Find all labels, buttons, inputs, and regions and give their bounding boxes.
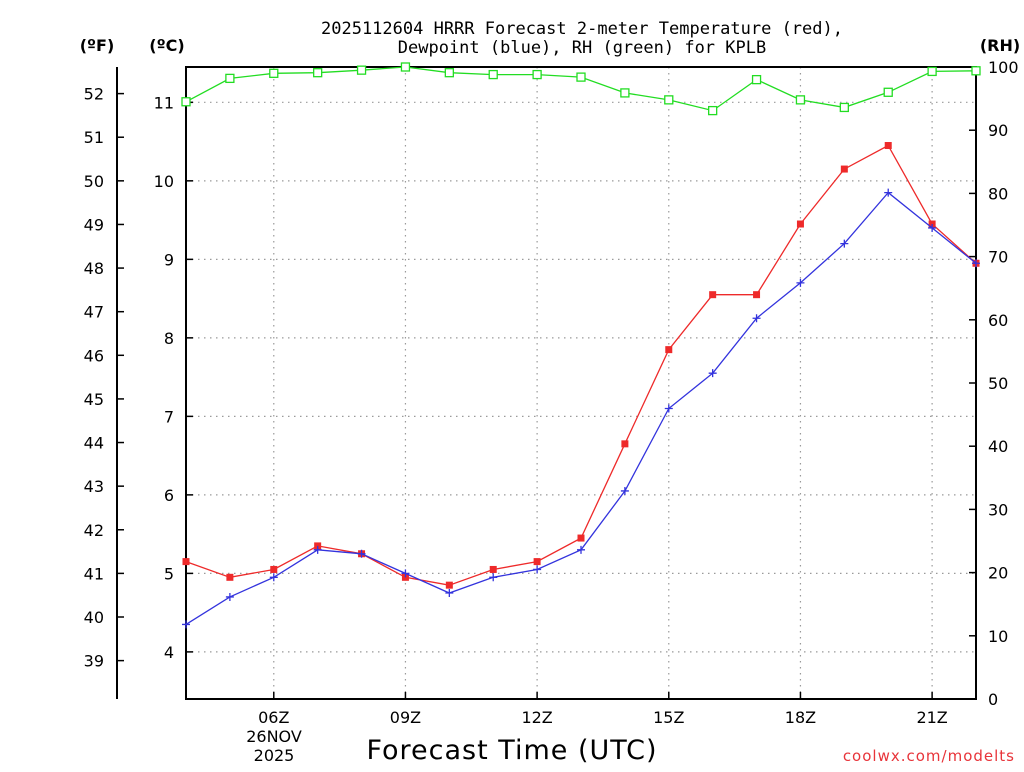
dewpoint-point — [533, 565, 541, 573]
rh-point — [972, 67, 980, 75]
rh-point — [884, 88, 892, 96]
title-line-1: 2025112604 HRRR Forecast 2-meter Tempera… — [321, 19, 843, 39]
rh-tick-label: 100 — [988, 58, 1019, 77]
rh-point — [358, 66, 366, 74]
dewpoint-point — [270, 573, 278, 581]
fahrenheit-tick-label: 40 — [84, 608, 104, 627]
rh-point — [445, 69, 453, 77]
fahrenheit-tick-label: 42 — [84, 521, 104, 540]
rh-point — [401, 63, 409, 71]
fahrenheit-tick-label: 43 — [84, 477, 104, 496]
celsius-tick-label: 11 — [154, 93, 174, 112]
fahrenheit-unit-label: (ºF) — [80, 36, 115, 55]
fahrenheit-tick-label: 45 — [84, 390, 104, 409]
fahrenheit-tick-label: 51 — [84, 128, 104, 147]
dewpoint-series — [182, 189, 980, 629]
temperature-point — [490, 566, 497, 573]
dewpoint-line — [186, 193, 976, 625]
forecast-chart: 2025112604 HRRR Forecast 2-meter Tempera… — [0, 0, 1024, 768]
rh-tick-label: 20 — [988, 564, 1008, 583]
celsius-tick-label: 8 — [164, 329, 174, 348]
temperature-point — [665, 346, 672, 353]
rh-tick-label: 50 — [988, 374, 1008, 393]
fahrenheit-tick-label: 50 — [84, 172, 104, 191]
rh-unit-label: (RH) — [980, 36, 1020, 55]
data-series — [182, 63, 980, 628]
temperature-point — [709, 291, 716, 298]
celsius-tick-label: 6 — [164, 486, 174, 505]
celsius-tick-label: 10 — [154, 172, 174, 191]
rh-point — [314, 69, 322, 77]
rh-tick-label: 30 — [988, 500, 1008, 519]
time-axis: 06Z 09Z 12Z 15Z 18Z 21Z — [258, 692, 948, 727]
fahrenheit-tick-label: 48 — [84, 259, 104, 278]
dewpoint-point — [445, 589, 453, 597]
temperature-point — [841, 166, 848, 173]
temperature-point — [226, 574, 233, 581]
time-tick-label: 18Z — [785, 708, 816, 727]
chart-title: 2025112604 HRRR Forecast 2-meter Tempera… — [321, 19, 843, 58]
date-line-1: 26NOV — [246, 727, 302, 746]
rh-tick-label: 80 — [988, 184, 1008, 203]
fahrenheit-tick-label: 46 — [84, 346, 104, 365]
fahrenheit-tick-label: 52 — [84, 85, 104, 104]
temperature-point — [885, 142, 892, 149]
rh-point — [226, 74, 234, 82]
celsius-tick-label: 9 — [164, 250, 174, 269]
celsius-tick-label: 4 — [164, 643, 174, 662]
temperature-point — [753, 291, 760, 298]
chart-canvas: 2025112604 HRRR Forecast 2-meter Tempera… — [0, 0, 1024, 768]
rh-tick-label: 40 — [988, 437, 1008, 456]
rh-point — [533, 71, 541, 79]
celsius-tick-label: 5 — [164, 564, 174, 583]
dewpoint-point — [182, 620, 190, 628]
time-tick-label: 09Z — [390, 708, 421, 727]
celsius-unit-label: (ºC) — [149, 36, 184, 55]
temperature-point — [534, 558, 541, 565]
credit-link[interactable]: coolwx.com/modelts — [843, 747, 1015, 765]
fahrenheit-tick-label: 47 — [84, 303, 104, 322]
temperature-point — [270, 566, 277, 573]
rh-point — [753, 76, 761, 84]
rh-point — [928, 67, 936, 75]
temperature-point — [797, 221, 804, 228]
rh-tick-label: 60 — [988, 311, 1008, 330]
rh-tick-label: 70 — [988, 248, 1008, 267]
temperature-point — [621, 440, 628, 447]
rh-tick-label: 90 — [988, 121, 1008, 140]
fahrenheit-tick-label: 39 — [84, 652, 104, 671]
rh-point — [709, 107, 717, 115]
temperature-point — [446, 582, 453, 589]
dewpoint-point — [226, 593, 234, 601]
fahrenheit-tick-label: 49 — [84, 215, 104, 234]
fahrenheit-tick-label: 41 — [84, 564, 104, 583]
celsius-axis: 4 5 6 7 8 9 10 11 — [154, 93, 193, 662]
time-tick-label: 06Z — [258, 708, 289, 727]
temperature-line — [186, 146, 976, 586]
rh-point — [665, 96, 673, 104]
rh-point — [182, 98, 190, 106]
rh-tick-label: 10 — [988, 627, 1008, 646]
rh-point — [621, 89, 629, 97]
x-axis-label: Forecast Time (UTC) — [366, 735, 657, 766]
rh-point — [577, 73, 585, 81]
temperature-point — [183, 558, 190, 565]
rh-point — [796, 96, 804, 104]
time-tick-label: 12Z — [521, 708, 552, 727]
rh-point — [840, 103, 848, 111]
rh-point — [489, 71, 497, 79]
title-line-2: Dewpoint (blue), RH (green) for KPLB — [398, 38, 766, 58]
date-line-2: 2025 — [254, 746, 295, 765]
fahrenheit-tick-label: 44 — [84, 434, 104, 453]
time-tick-label: 15Z — [653, 708, 684, 727]
temperature-point — [578, 535, 585, 542]
rh-series — [182, 63, 980, 115]
dewpoint-point — [489, 573, 497, 581]
time-tick-label: 21Z — [916, 708, 947, 727]
rh-point — [270, 69, 278, 77]
temperature-series — [183, 142, 980, 589]
celsius-tick-label: 7 — [164, 407, 174, 426]
rh-tick-label: 0 — [988, 690, 998, 709]
